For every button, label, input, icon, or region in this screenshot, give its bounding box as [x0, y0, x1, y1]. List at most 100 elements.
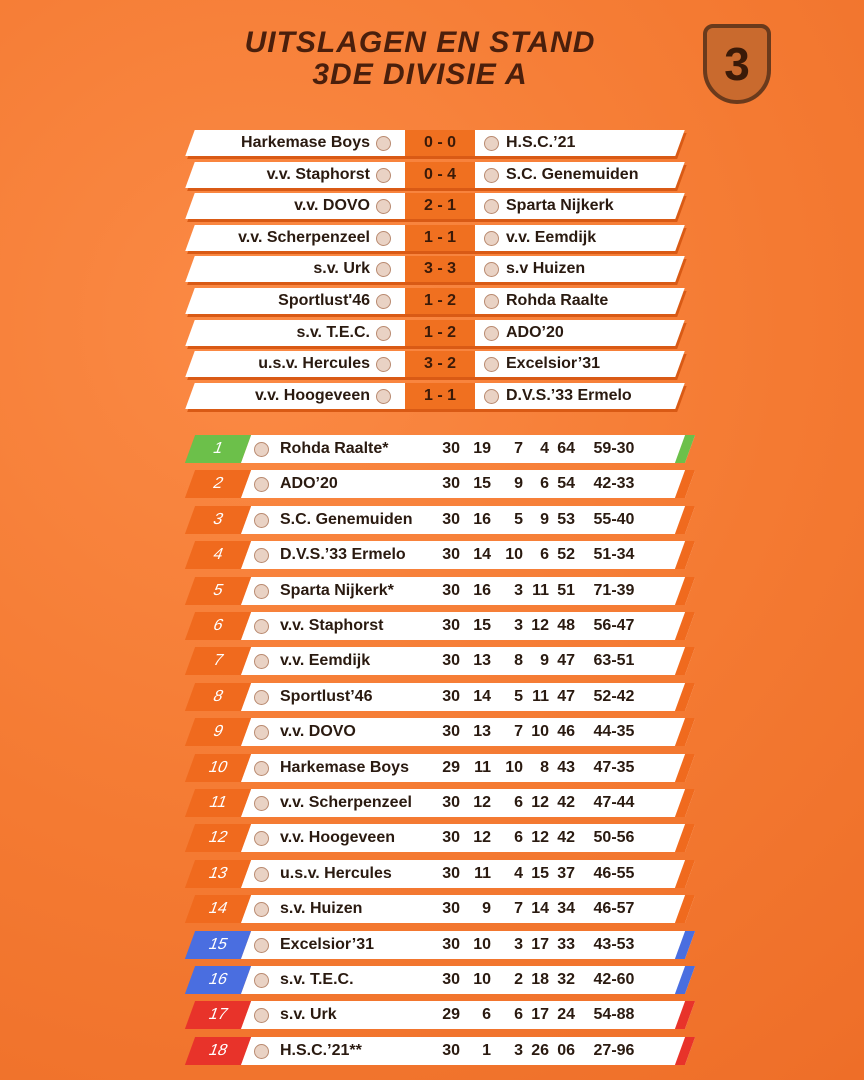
stat: 44-35 [593, 723, 635, 741]
stat: 16 [473, 510, 491, 528]
stat: 30 [442, 652, 460, 670]
away-team: Sparta Nijkerk [506, 197, 614, 215]
stat: 19 [473, 440, 491, 457]
club-logo [376, 136, 391, 151]
stat: 15 [473, 475, 491, 493]
stat: 6 [514, 829, 523, 847]
stat: 30 [442, 1041, 460, 1059]
stat: 50-56 [593, 829, 635, 847]
team-name: Sportlust’46 [280, 687, 373, 705]
stat: 29 [442, 758, 460, 776]
stat: 8 [540, 758, 549, 776]
stat: 30 [442, 794, 460, 811]
home-team: s.v. T.E.C. [296, 323, 370, 341]
position: 7 [184, 647, 252, 676]
stat: 42-33 [593, 475, 635, 493]
stat: 64 [557, 440, 575, 457]
position: 17 [184, 1001, 252, 1030]
stat: 34 [557, 900, 575, 918]
club-logo [484, 199, 499, 215]
club-logo [254, 1043, 269, 1059]
stat: 16 [473, 581, 491, 599]
club-logo [254, 973, 269, 988]
stat: 63-51 [593, 652, 635, 670]
stat: 12 [473, 794, 491, 811]
stat: 42 [557, 794, 575, 811]
stat: 3 [514, 581, 523, 599]
stat: 17 [531, 935, 549, 953]
stat: 46-55 [593, 864, 635, 882]
stat: 53 [557, 510, 575, 528]
club-logo [254, 760, 269, 776]
stat: 59-30 [593, 440, 635, 457]
stat: 30 [442, 440, 460, 457]
score: 1 - 2 [405, 319, 475, 346]
stat: 47 [557, 687, 575, 705]
team-name: D.V.S.’33 Ermelo [280, 546, 406, 564]
away-team: H.S.C.’21 [506, 134, 576, 151]
club-logo [376, 357, 391, 373]
position: 9 [184, 718, 252, 747]
stat: 3 [514, 935, 523, 953]
away-team: ADO’20 [506, 323, 564, 341]
away-team: D.V.S.’33 Ermelo [506, 386, 632, 404]
team-name: v.v. Hoogeveen [280, 829, 395, 847]
position: 12 [184, 824, 252, 853]
stat: 30 [442, 971, 460, 988]
stat: 37 [557, 864, 575, 882]
stat: 3 [514, 617, 523, 634]
stat: 30 [442, 723, 460, 741]
club-logo [376, 199, 391, 215]
stat: 8 [514, 652, 523, 670]
away-team: s.v Huizen [506, 260, 586, 278]
stat: 12 [531, 829, 549, 847]
stat: 30 [442, 900, 460, 918]
stat: 30 [442, 510, 460, 528]
position: 10 [184, 753, 252, 782]
stat: 56-47 [593, 617, 635, 634]
team-name: s.v. T.E.C. [280, 971, 354, 988]
stat: 30 [442, 935, 460, 953]
stat: 43 [557, 758, 575, 776]
club-logo [484, 294, 499, 309]
club-logo [254, 796, 269, 811]
stat: 51 [557, 581, 575, 599]
club-logo [254, 442, 269, 457]
stat: 10 [473, 935, 491, 953]
score: 1 - 2 [405, 288, 475, 314]
club-logo [484, 388, 499, 404]
club-logo [376, 230, 391, 246]
score: 1 - 1 [405, 224, 475, 251]
club-logo [376, 294, 391, 309]
stat: 48 [557, 617, 575, 634]
stat: 6 [514, 1006, 523, 1024]
club-logo [484, 167, 499, 183]
position: 2 [184, 470, 252, 499]
team-name: v.v. Eemdijk [280, 652, 371, 670]
stat: 4 [540, 440, 549, 457]
position: 3 [184, 505, 252, 534]
stat: 15 [473, 617, 491, 634]
stat: 54 [557, 475, 575, 493]
stat: 9 [540, 652, 549, 670]
club-logo [254, 583, 269, 599]
team-name: ADO’20 [280, 475, 338, 493]
team-name: H.S.C.’21** [280, 1041, 362, 1059]
stat: 7 [514, 900, 523, 918]
stat: 4 [514, 864, 523, 882]
stat: 12 [531, 617, 549, 634]
team-name: s.v. Urk [280, 1006, 337, 1024]
home-team: Harkemase Boys [241, 134, 370, 151]
stat: 30 [442, 864, 460, 882]
stat: 6 [482, 1006, 491, 1024]
stat: 52 [557, 546, 575, 564]
position: 5 [184, 576, 252, 605]
stat: 11 [474, 864, 491, 882]
stat: 1 [482, 1041, 491, 1059]
stat: 2 [514, 971, 523, 988]
position: 11 [184, 789, 252, 817]
stat: 10 [531, 723, 549, 741]
club-logo [254, 831, 269, 847]
team-name: Harkemase Boys [280, 758, 409, 776]
